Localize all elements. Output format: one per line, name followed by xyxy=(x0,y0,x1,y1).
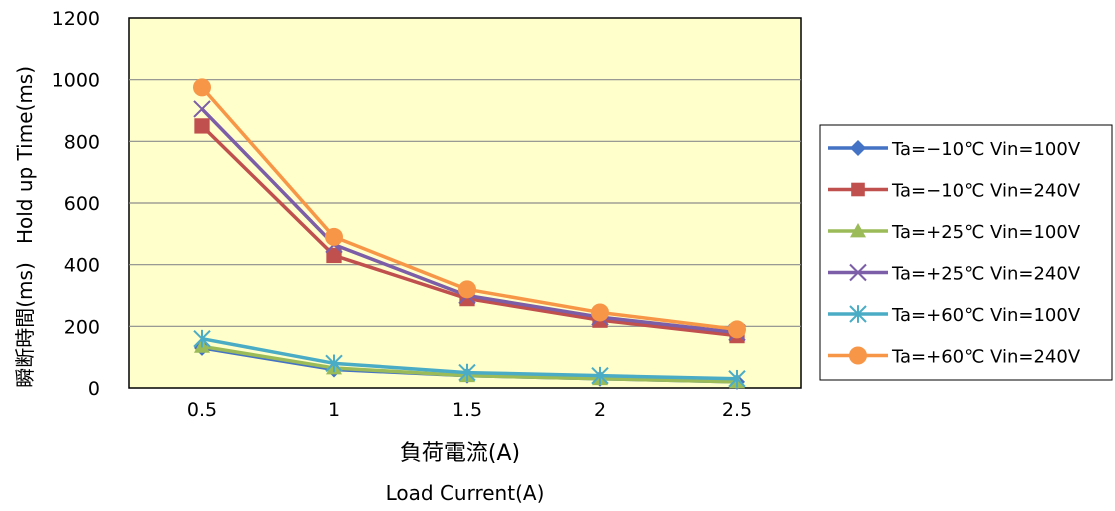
series-lines xyxy=(193,78,746,390)
data-point-marker xyxy=(193,100,211,118)
data-point-marker xyxy=(591,366,609,385)
legend-box xyxy=(819,124,1113,381)
legend-label: Ta=+60℃ Vin=100V xyxy=(891,305,1081,326)
x-tick-label: 1.5 xyxy=(452,399,482,421)
data-point-marker xyxy=(325,354,343,373)
data-point-marker xyxy=(728,369,746,388)
y-axis-title-en: Hold up Time(ms) xyxy=(13,66,37,244)
data-point-marker xyxy=(849,305,867,323)
y-tick-label: 1000 xyxy=(52,70,100,92)
data-point-marker xyxy=(849,263,867,282)
data-point-marker xyxy=(458,280,476,299)
legend-label: Ta=+25℃ Vin=240V xyxy=(891,264,1081,285)
y-tick-label: 800 xyxy=(64,131,100,153)
y-tick-label: 0 xyxy=(88,378,100,400)
data-point-marker xyxy=(850,223,866,238)
legend-label: Ta=−10℃ Vin=240V xyxy=(891,181,1081,202)
x-tick-label: 2.5 xyxy=(722,399,752,421)
data-point-marker xyxy=(325,227,343,246)
data-point-marker xyxy=(193,78,211,97)
data-point-marker xyxy=(193,329,211,348)
y-tick-label: 1200 xyxy=(52,8,100,30)
y-tick-labels: 0 200 400 600 800 1000 1200 xyxy=(52,8,100,400)
x-tick-label: 2 xyxy=(594,399,606,421)
series xyxy=(193,78,746,339)
x-tick-labels: 0.5 1 1.5 2 2.5 xyxy=(187,399,752,421)
series xyxy=(193,329,746,388)
legend-entry: Ta=+25℃ Vin=100V xyxy=(828,222,1081,243)
data-point-marker xyxy=(458,363,476,382)
legend-label: Ta=+25℃ Vin=100V xyxy=(891,222,1081,243)
x-tick-label: 0.5 xyxy=(187,399,217,421)
data-point-marker xyxy=(326,247,342,264)
y-tick-label: 400 xyxy=(64,255,100,277)
data-point-marker xyxy=(849,346,867,365)
data-point-marker xyxy=(728,320,746,339)
y-tick-label: 600 xyxy=(64,193,100,215)
legend-entry: Ta=+25℃ Vin=240V xyxy=(828,264,1081,285)
legend-entry: Ta=−10℃ Vin=100V xyxy=(828,139,1081,160)
data-point-marker xyxy=(851,182,865,197)
y-tick-label: 200 xyxy=(64,316,100,338)
y-axis-title-jp: 瞬断時間(ms) xyxy=(13,262,37,388)
legend-entry: Ta=−10℃ Vin=240V xyxy=(828,181,1081,202)
data-point-marker xyxy=(591,303,609,322)
series xyxy=(194,118,745,344)
data-point-marker xyxy=(850,140,866,156)
legend-entry: Ta=+60℃ Vin=240V xyxy=(828,346,1081,368)
x-axis-title-jp: 負荷電流(A) xyxy=(400,441,520,466)
legend-label: Ta=+60℃ Vin=240V xyxy=(891,347,1081,368)
x-axis-title-en: Load Current(A) xyxy=(386,481,545,505)
legend-entry: Ta=+60℃ Vin=100V xyxy=(828,305,1081,326)
data-point-marker xyxy=(194,118,210,134)
x-tick-label: 1 xyxy=(328,399,340,421)
legend: Ta=−10℃ Vin=100V Ta=−10℃ Vin=240V Ta=+25℃ … xyxy=(828,139,1081,368)
legend-label: Ta=−10℃ Vin=100V xyxy=(891,139,1081,160)
